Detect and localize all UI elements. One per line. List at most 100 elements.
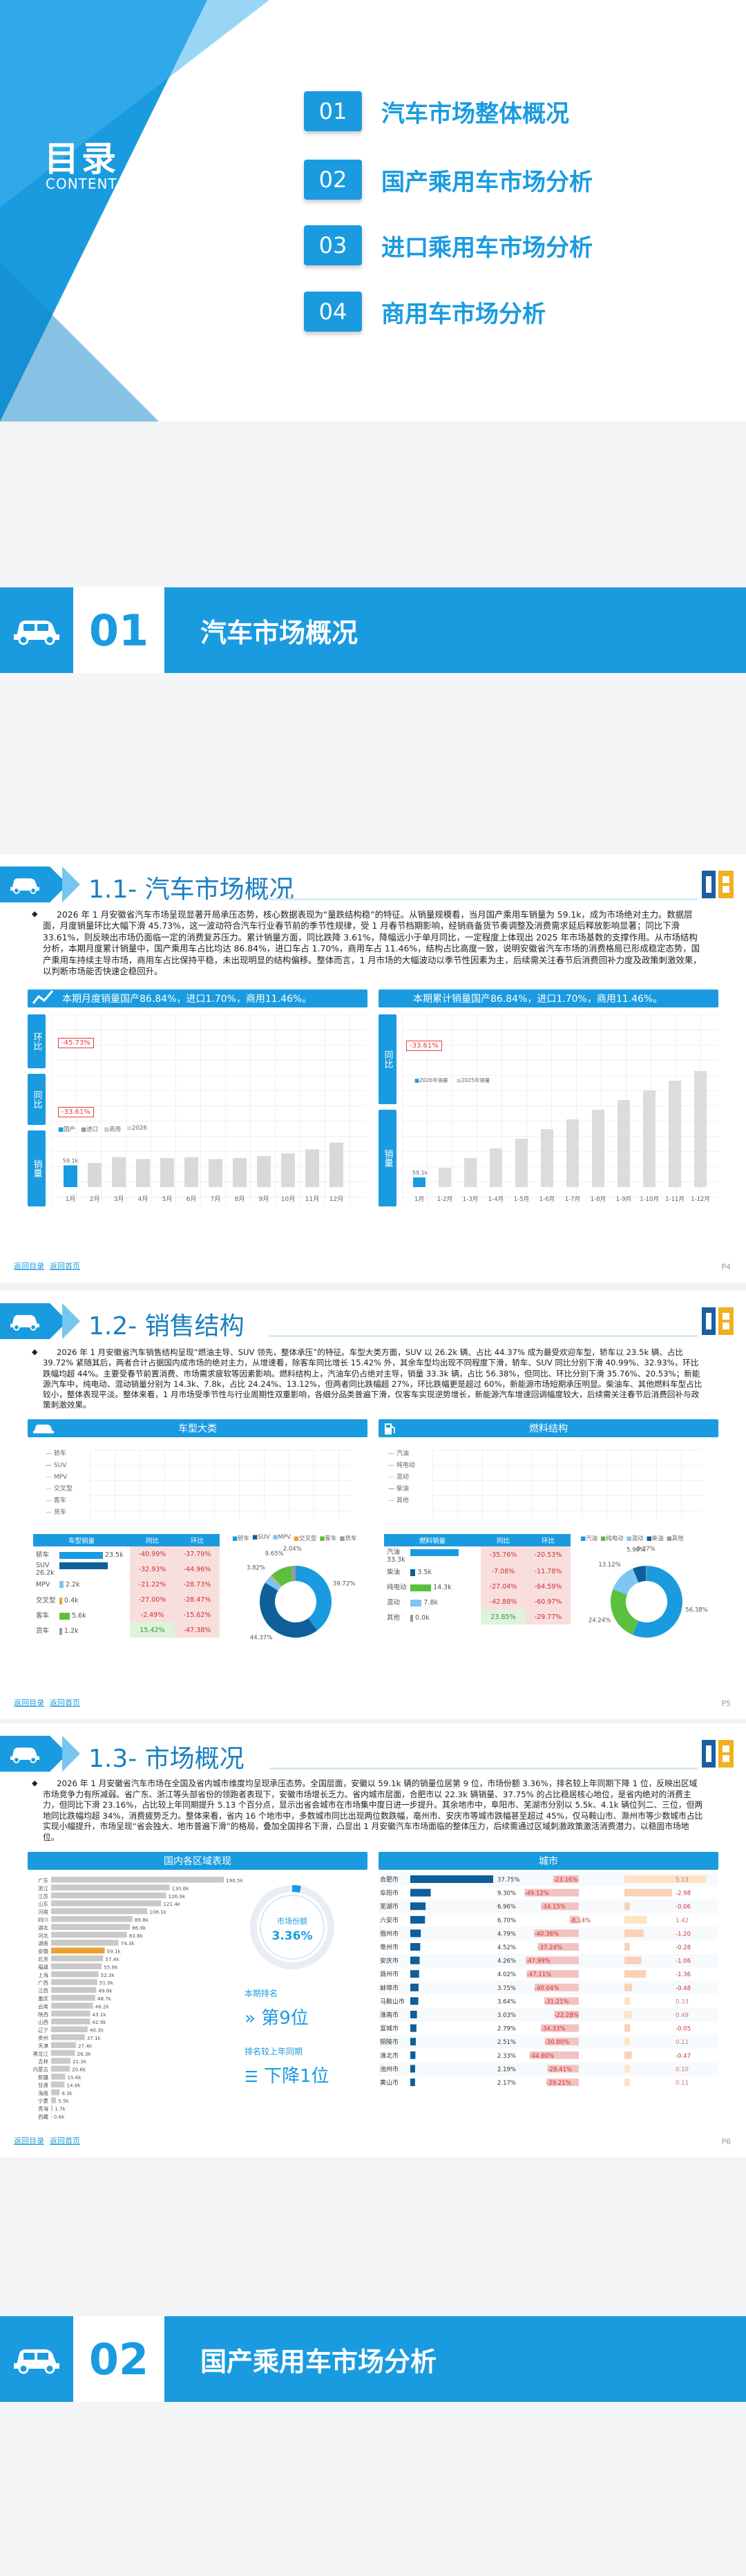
- bar-data-label: 59.1k: [412, 1170, 428, 1176]
- city-delta-bar: [624, 1915, 647, 1924]
- toc-item-3[interactable]: 03 进口乘用车市场分析: [304, 225, 593, 265]
- province-name: 福建: [38, 1963, 48, 1970]
- summary-paragraph: 2026 年 1 月安徽省汽车市场在全国及省内城市维度均呈现承压态势。全国层面，…: [18, 1779, 703, 1843]
- province-name: 广东: [38, 1877, 48, 1884]
- province-bar: [51, 1924, 131, 1930]
- city-delta: -0.48: [676, 1985, 691, 1992]
- legend-item: ■SUV: [252, 1534, 270, 1541]
- toc-item-number: 03: [304, 225, 362, 265]
- province-value: 48.7k: [97, 1996, 112, 2002]
- back-to-toc-link[interactable]: 返回目录: [14, 2137, 44, 2146]
- province-value: 106.1k: [149, 1909, 167, 1915]
- city-name: 宣城市: [380, 2025, 399, 2033]
- toc-item-4[interactable]: 04 商用车市场分析: [304, 292, 546, 332]
- tab-yoy-cumulative[interactable]: 同比: [379, 1014, 396, 1104]
- share-label: 市场份额: [277, 1917, 307, 1926]
- legend-item: — SUV: [46, 1462, 67, 1469]
- toc-item-number: 01: [304, 91, 362, 131]
- month-tick: 9月: [259, 1195, 269, 1203]
- city-yoy-bar: [554, 2011, 579, 2018]
- month-tick: 1-2月: [437, 1196, 452, 1203]
- tab-mom[interactable]: 环比: [28, 1014, 46, 1068]
- province-name: 青海: [38, 2105, 48, 2112]
- cumulative-bar: [439, 1168, 451, 1187]
- city-delta-bar: [624, 2051, 632, 2059]
- region-panel-header: 国内各区域表现: [28, 1852, 367, 1870]
- legend-item: — 交叉型: [46, 1486, 73, 1493]
- tab-volume[interactable]: 销量: [28, 1130, 46, 1206]
- city-share: 4.52%: [497, 1944, 516, 1951]
- city-name: 黄山市: [380, 2078, 399, 2087]
- rank-change-label: 排名较上年同期: [245, 2047, 303, 2056]
- city-yoy-bar: [569, 1915, 579, 1924]
- back-to-home-link[interactable]: 返回首页: [50, 1262, 80, 1271]
- province-value: 126.9k: [169, 1893, 186, 1900]
- month-bar: [112, 1157, 126, 1187]
- toc-item-1[interactable]: 01 汽车市场整体概况: [304, 91, 569, 131]
- back-to-toc-link[interactable]: 返回目录: [14, 1262, 44, 1271]
- province-name: 云南: [38, 2002, 48, 2009]
- month-bar: [209, 1159, 222, 1187]
- row-name: SUV 26.2k: [33, 1562, 130, 1577]
- city-yoy: -40.36%: [534, 1931, 558, 1938]
- province-bar: [51, 1987, 97, 1993]
- province-bar: [51, 2018, 90, 2025]
- trend-grid: [432, 1450, 702, 1519]
- city-share: 2.51%: [497, 2039, 516, 2046]
- city-table-chart: 合肥市 37.75% -23.16% 5.13 阜阳市 9.30% -49.12% -2.98…: [379, 1873, 718, 2087]
- city-yoy-bar: [526, 1956, 579, 1964]
- cumulative-bar-chart: 1月 1-2月 1-3月 1-4月 1-5月 1-6月 1-7月 1-8月 1-9月 1-10月 1…: [412, 1071, 710, 1203]
- back-to-home-link[interactable]: 返回首页: [50, 2137, 80, 2146]
- province-value: 89.8k: [135, 1917, 149, 1923]
- row-value: 23.5k: [104, 1551, 124, 1559]
- province-bar: [51, 2010, 90, 2017]
- province-name: 上海: [38, 1971, 48, 1978]
- legend-item: — 混动: [388, 1474, 409, 1481]
- row-mom: -15.62%: [175, 1607, 220, 1622]
- city-delta: -0.06: [676, 1904, 691, 1911]
- legend-item: ■2025年销量: [456, 1077, 490, 1083]
- section-number: 01: [73, 587, 164, 673]
- city-yoy: -28.41%: [548, 2066, 572, 2073]
- yoy-badge: -33.61%: [58, 1107, 94, 1117]
- decor-triangle: [0, 0, 269, 207]
- legend-item: ■进口: [81, 1126, 99, 1133]
- tab-volume-cumulative[interactable]: 销量: [379, 1110, 396, 1206]
- fuel-icon: [385, 1423, 395, 1434]
- row-value: 3.5k: [417, 1569, 432, 1576]
- month-bar: [281, 1153, 295, 1187]
- city-delta: 1.42: [676, 1917, 689, 1924]
- province-name: 浙江: [38, 1884, 48, 1891]
- province-bar: [51, 2089, 60, 2096]
- back-to-home-link[interactable]: 返回首页: [50, 1698, 80, 1707]
- province-name: 海南: [38, 2090, 48, 2096]
- row-value: 7.8k: [423, 1599, 439, 1607]
- cumulative-bar: [669, 1081, 681, 1187]
- month-tick: 2月: [90, 1195, 100, 1203]
- city-share: 3.75%: [497, 1985, 516, 1992]
- donut-label: 13.12%: [598, 1562, 620, 1569]
- province-name: 广西: [38, 1979, 48, 1986]
- tab-yoy[interactable]: 同比: [28, 1074, 46, 1125]
- section-title: 汽车市场概况: [164, 587, 746, 673]
- chart-legend: ■2026年销量 ■2025年销量: [414, 1077, 490, 1084]
- province-bar: [51, 2034, 85, 2040]
- city-yoy-bar: [541, 2024, 579, 2032]
- province-value: 9.3k: [61, 2090, 73, 2096]
- province-bar: [51, 2081, 65, 2087]
- car-icon: [0, 866, 50, 902]
- month-tick: 4月: [138, 1195, 149, 1203]
- province-bar: [51, 2113, 52, 2119]
- month-bar: [305, 1149, 319, 1187]
- table-row: MPV 2.2k -21.22% -28.73%: [33, 1577, 220, 1592]
- toc-item-2[interactable]: 02 国产乘用车市场分析: [304, 160, 593, 200]
- city-yoy-bar: [546, 2078, 579, 2086]
- city-delta: -1.36: [676, 1971, 691, 1978]
- city-delta-bar: [624, 2011, 633, 2018]
- city-yoy: -47.11%: [527, 1971, 551, 1978]
- col-header: 燃料销量: [384, 1534, 481, 1546]
- back-to-toc-link[interactable]: 返回目录: [14, 1698, 44, 1707]
- month-tick: 1-12月: [691, 1196, 710, 1203]
- row-name: 柴油 3.5k: [387, 1569, 432, 1576]
- month-tick: 8月: [235, 1195, 245, 1203]
